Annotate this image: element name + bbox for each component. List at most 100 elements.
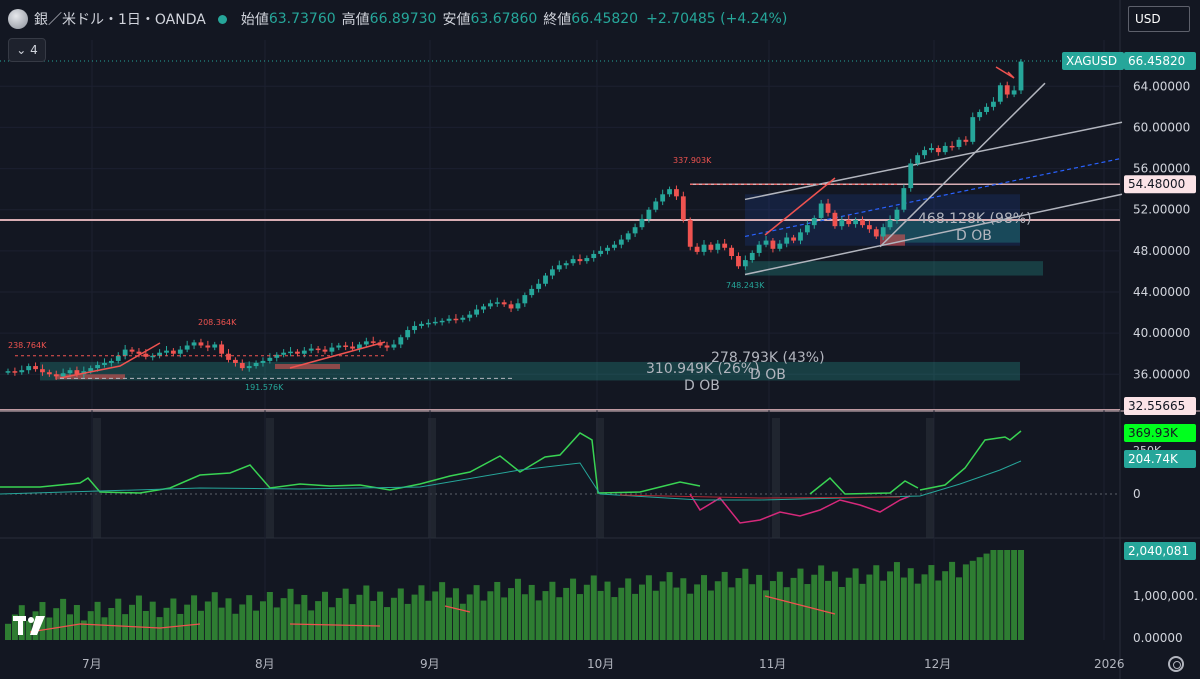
volume-bar [356, 594, 363, 640]
candle-body [715, 243, 721, 250]
candle-body [791, 237, 796, 241]
volume-bar [67, 614, 74, 640]
candle-body [584, 258, 590, 262]
volume-bar [776, 571, 783, 640]
candle-body [419, 323, 424, 326]
session-divider [926, 418, 934, 538]
candle-body [674, 189, 679, 197]
oscillator-tag: 369.93K [1128, 426, 1179, 440]
level-price-tag-bg [1124, 175, 1196, 194]
candle-body [384, 345, 390, 348]
volume-bar [494, 581, 501, 640]
candle-body [570, 259, 576, 264]
high-value: 66.89730 [369, 11, 437, 27]
volume-bar [115, 598, 122, 640]
volume-bar [253, 610, 260, 640]
close-label: 終値 [543, 12, 572, 28]
pivot-annotation-line [764, 177, 836, 236]
candle-body [977, 112, 983, 118]
volume-bar [618, 587, 625, 640]
time-tick-label: 8月 [255, 657, 275, 671]
tradingview-logo-icon[interactable] [12, 612, 52, 638]
candle-body [322, 349, 328, 352]
volume-bar [604, 581, 611, 640]
candle-body [832, 212, 838, 227]
candle-body [336, 345, 342, 348]
last-price-tag-bg [1124, 51, 1196, 70]
oscillator-negative-line [689, 493, 911, 524]
volume-bar [694, 584, 701, 640]
volume-annotation-line [764, 595, 836, 615]
candle-body [412, 325, 417, 331]
candle-body [529, 288, 535, 296]
legend-row: 銀／米ドル・1日・OANDA 始値 63.73760 高値 66.89730 安値 6… [8, 8, 787, 30]
candle-body [67, 370, 73, 374]
candle-body [350, 346, 355, 349]
volume-bar [659, 581, 666, 640]
demand-zone-bottom [40, 361, 1020, 381]
volume-bar [763, 590, 770, 640]
oscillator-signal-negative-line [619, 494, 901, 499]
oscillator-line [0, 432, 701, 494]
candle-body [405, 330, 411, 338]
candle-body [246, 366, 252, 369]
oscillator-tag-bg [1124, 424, 1196, 442]
volume-bar [921, 574, 928, 640]
session-divider [428, 418, 436, 538]
candle-body [115, 355, 121, 361]
candle-body [33, 366, 38, 370]
candle-body [901, 188, 907, 210]
candle-body [749, 252, 755, 261]
volume-bar [135, 595, 142, 640]
volume-bar [859, 583, 866, 640]
currency-selector[interactable]: USD [1128, 6, 1190, 32]
candle-body [942, 145, 948, 153]
candle-body [301, 350, 307, 354]
volume-bar [418, 585, 425, 640]
candle-body [102, 362, 107, 366]
volume-bar [101, 617, 108, 640]
collapse-indicators-button[interactable]: ⌄ 4 [8, 38, 46, 62]
volume-annotation-line [444, 605, 471, 613]
candle-body [274, 354, 280, 358]
symbol-title[interactable]: 銀／米ドル・1日・OANDA [34, 12, 206, 28]
candle-body [432, 321, 438, 324]
volume-bar [480, 600, 487, 640]
volume-tick-label: 0.00000 [1133, 631, 1183, 645]
oscillator-line [919, 430, 1022, 491]
supply-marker [275, 364, 340, 369]
volume-bar [701, 575, 708, 640]
chevron-down-icon: ⌄ [16, 43, 31, 57]
volume-bar [308, 610, 315, 640]
volume-bar [370, 600, 377, 640]
volume-bar [583, 584, 590, 640]
volume-bar [466, 594, 473, 640]
volume-bar [1011, 550, 1018, 640]
candle-body [508, 304, 514, 309]
candle-body [467, 314, 473, 318]
volume-bar [997, 550, 1004, 640]
volume-bar [514, 578, 521, 640]
silver-symbol-icon [8, 9, 28, 29]
volume-bar [446, 597, 453, 640]
price-tick-label: 44.00000 [1133, 285, 1190, 299]
candle-body [956, 139, 962, 147]
candle-body [212, 344, 218, 348]
candle-body [798, 232, 803, 241]
candle-body [804, 225, 810, 233]
volume-bar [452, 588, 459, 640]
volume-bar [611, 597, 618, 640]
channel-lower-line [744, 193, 1123, 276]
candle-body [929, 148, 934, 151]
candle-body [170, 350, 176, 354]
volume-bar [25, 620, 32, 640]
pivot-high-label: 238.764K [8, 341, 47, 350]
volume-bar [122, 614, 129, 640]
close-value: 66.45820 [571, 11, 639, 27]
order-block-label: D OB [684, 378, 720, 394]
settings-icon[interactable] [1168, 656, 1184, 672]
candle-body [481, 306, 486, 310]
oscillator-zero-label: 0 [1133, 487, 1141, 501]
volume-bar [191, 595, 198, 640]
